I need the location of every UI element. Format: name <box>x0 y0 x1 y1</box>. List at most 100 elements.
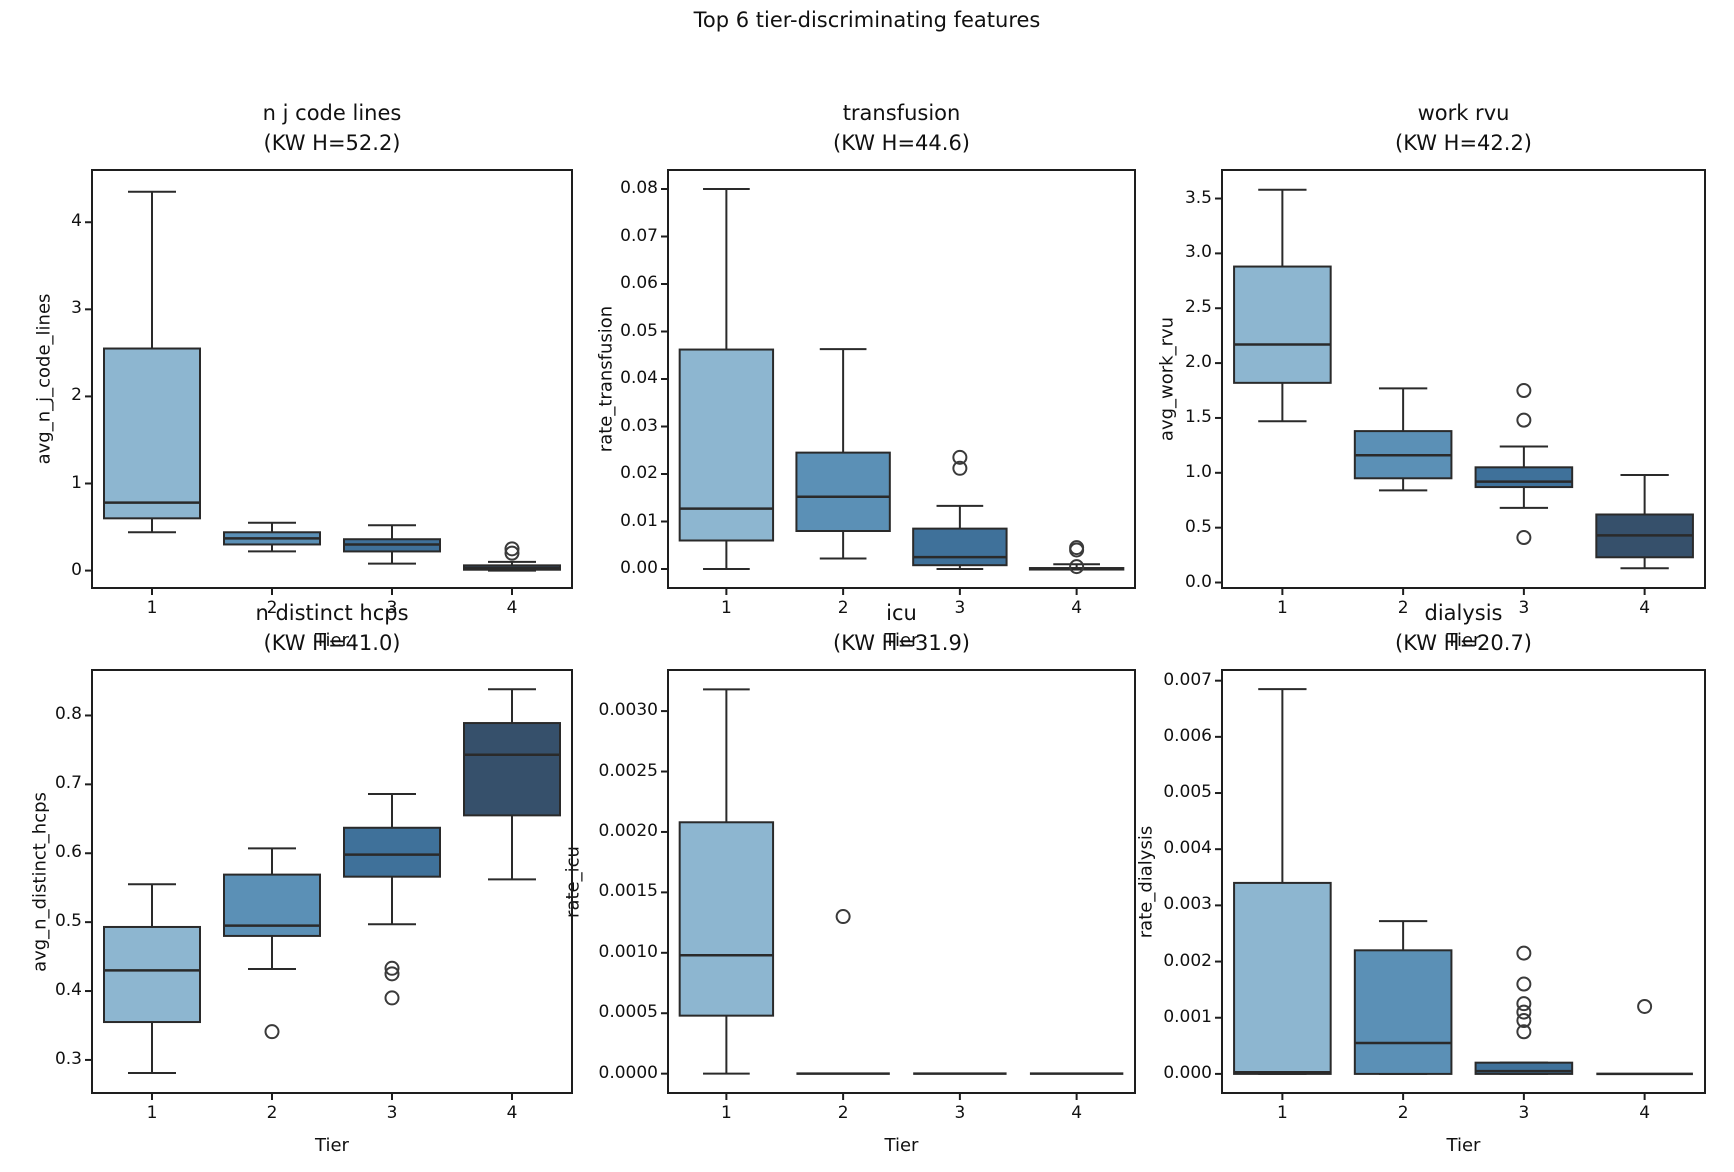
subplot-title-line1: transfusion <box>842 101 961 125</box>
y-tick-label: 3.5 <box>1184 187 1212 208</box>
x-axis-label: Tier <box>884 1135 919 1156</box>
x-tick-label: 4 <box>506 598 518 618</box>
y-tick-label: 2.5 <box>1184 297 1212 318</box>
x-tick-label: 2 <box>1397 1103 1409 1123</box>
subplot-kw-stat: (KW H=41.0) <box>263 631 401 655</box>
y-tick-label: 0.004 <box>1163 838 1212 859</box>
y-tick-label: 0.005 <box>1163 782 1212 803</box>
boxplot-axes-transfusion <box>661 169 1136 595</box>
subplot-kw-stat: (KW H=31.9) <box>833 631 970 655</box>
subplot-title-transfusion: transfusion (KW H=44.6) <box>833 98 970 158</box>
y-tick-label: 0.3 <box>54 1048 82 1069</box>
y-tick-label: 1.0 <box>1184 461 1212 482</box>
subplot-title-line1: icu <box>886 601 917 625</box>
subplot-title-n-distinct-hcps: n distinct hcps (KW H=41.0) <box>255 598 408 658</box>
x-tick-label: 1 <box>1276 1103 1288 1123</box>
y-tick-label: 0.0 <box>1184 571 1212 592</box>
boxplot-axes-dialysis <box>1215 669 1706 1100</box>
y-tick-label: 0 <box>71 559 82 580</box>
x-tick-label: 2 <box>266 598 278 618</box>
y-tick-label: 2 <box>71 385 82 406</box>
y-tick-label: 0.000 <box>1163 1062 1212 1083</box>
x-tick-label: 1 <box>146 598 158 618</box>
x-tick-label: 3 <box>1518 598 1530 618</box>
x-tick-label: 3 <box>386 598 398 618</box>
subplot-title-dialysis: dialysis (KW H=20.7) <box>1395 598 1532 658</box>
y-tick-label: 0.03 <box>620 415 658 436</box>
x-tick-label: 4 <box>1639 1103 1651 1123</box>
y-tick-label: 0.06 <box>620 273 658 293</box>
y-tick-label: 3 <box>71 298 82 319</box>
y-tick-label: 0.0005 <box>598 1002 658 1023</box>
subplot-kw-stat: (KW H=42.2) <box>1395 131 1532 155</box>
y-axis-label: avg_n_j_code_lines <box>33 293 55 465</box>
x-tick-label: 2 <box>1397 598 1409 618</box>
y-tick-label: 0.05 <box>620 320 658 341</box>
x-tick-label: 4 <box>1071 1103 1083 1123</box>
y-tick-label: 3.0 <box>1184 242 1212 263</box>
y-tick-label: 0.0010 <box>598 941 658 962</box>
y-tick-label: 0.07 <box>620 225 658 246</box>
x-tick-label: 2 <box>837 1103 849 1123</box>
subplot-kw-stat: (KW H=52.2) <box>263 131 401 155</box>
x-tick-label: 1 <box>720 598 732 618</box>
y-tick-label: 0.001 <box>1163 1006 1212 1027</box>
x-tick-label: 3 <box>386 1103 398 1123</box>
y-tick-label: 0.4 <box>54 980 82 1001</box>
boxplot-axes-n-distinct-hcps <box>85 669 573 1100</box>
y-tick-label: 0.5 <box>54 911 82 932</box>
y-tick-label: 0.08 <box>620 178 658 198</box>
y-tick-label: 0.01 <box>620 510 658 531</box>
y-tick-label: 4 <box>71 211 82 232</box>
x-tick-label: 4 <box>1639 598 1651 618</box>
boxplot-axes-icu <box>661 669 1136 1100</box>
y-tick-label: 0.8 <box>54 704 82 725</box>
y-tick-label: 0.00 <box>620 558 658 578</box>
subplot-title-work-rvu: work rvu (KW H=42.2) <box>1395 98 1532 158</box>
y-tick-label: 0.0025 <box>598 760 658 781</box>
y-tick-label: 2.0 <box>1184 352 1212 373</box>
y-tick-label: 0.5 <box>1184 516 1212 537</box>
subplot-title-line1: n distinct hcps <box>255 601 409 625</box>
boxplot-axes-n-j-code-lines <box>85 169 573 595</box>
y-tick-label: 0.006 <box>1163 725 1212 746</box>
x-tick-label: 1 <box>146 1103 158 1123</box>
y-tick-label: 1 <box>71 472 82 493</box>
x-tick-label: 3 <box>954 1103 966 1123</box>
x-axis-label: Tier <box>315 1135 349 1156</box>
x-tick-label: 1 <box>1276 598 1288 618</box>
x-tick-label: 4 <box>1071 598 1083 618</box>
subplot-kw-stat: (KW H=44.6) <box>833 131 970 155</box>
x-tick-label: 4 <box>506 1103 518 1123</box>
y-tick-label: 0.0020 <box>598 820 658 841</box>
x-axis-label: Tier <box>1446 630 1481 651</box>
x-axis-label: Tier <box>1446 1135 1481 1156</box>
y-tick-label: 0.02 <box>620 463 658 483</box>
y-tick-label: 0.0000 <box>598 1062 658 1083</box>
y-tick-label: 0.007 <box>1163 669 1212 690</box>
x-tick-label: 1 <box>720 1103 732 1123</box>
y-tick-label: 0.002 <box>1163 950 1212 971</box>
x-axis-label: Tier <box>884 630 919 651</box>
y-tick-label: 0.0015 <box>598 881 658 902</box>
y-tick-label: 0.7 <box>54 773 82 794</box>
subplot-title-line1: n j code lines <box>262 101 402 125</box>
subplot-title-n-j-code-lines: n j code lines (KW H=52.2) <box>263 98 402 158</box>
boxplot-axes-work-rvu <box>1215 169 1706 595</box>
subplot-kw-stat: (KW H=20.7) <box>1395 631 1532 655</box>
y-axis-label: avg_n_distinct_hcps <box>29 791 51 972</box>
y-tick-label: 1.5 <box>1184 406 1212 427</box>
figure-title: Top 6 tier-discriminating features <box>693 8 1041 32</box>
subplot-title-line1: work rvu <box>1417 101 1510 125</box>
y-tick-label: 0.6 <box>54 842 82 863</box>
subplot-title-icu: icu (KW H=31.9) <box>833 598 970 658</box>
y-tick-label: 0.04 <box>620 368 658 388</box>
y-tick-label: 0.0030 <box>598 700 658 721</box>
x-tick-label: 3 <box>954 598 966 618</box>
x-tick-label: 2 <box>837 598 849 618</box>
x-tick-label: 2 <box>266 1103 278 1123</box>
subplot-title-line1: dialysis <box>1424 601 1503 625</box>
x-axis-label: Tier <box>315 630 349 651</box>
x-tick-label: 3 <box>1518 1103 1530 1123</box>
